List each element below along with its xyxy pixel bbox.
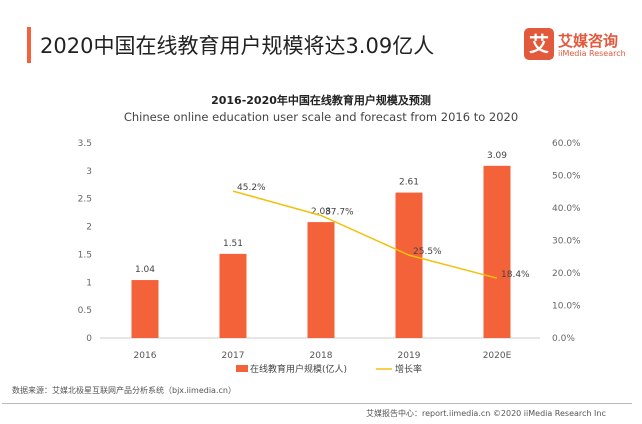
chart-title: 2016-2020年中国在线教育用户规模及预测: [211, 94, 431, 107]
left-tick-label: 0: [86, 334, 92, 344]
right-tick-label: 30.0%: [552, 237, 581, 247]
x-tick-label: 2020E: [483, 351, 512, 361]
line-data-label: 25.5%: [413, 247, 442, 257]
logo-text-cn: 艾媒咨询: [558, 32, 619, 50]
line-data-label: 45.2%: [237, 183, 266, 193]
right-tick-label: 20.0%: [552, 269, 581, 279]
bar-data-label: 1.51: [223, 239, 243, 249]
bar-data-label: 2.61: [399, 178, 419, 188]
left-tick-label: 0.5: [78, 306, 92, 316]
bar: [219, 253, 247, 338]
left-tick-label: 1: [86, 278, 92, 288]
footer: 艾媒报告中心：report.iimedia.cn ©2020 iiMedia R…: [366, 409, 606, 418]
right-tick-label: 10.0%: [552, 302, 581, 312]
page-title: 2020中国在线教育用户规模将达3.09亿人: [40, 34, 435, 58]
right-tick-label: 50.0%: [552, 172, 581, 182]
bar: [307, 222, 335, 338]
logo-icon: 艾: [524, 28, 554, 60]
x-tick-label: 2019: [398, 351, 421, 361]
data-source: 数据来源：艾媒北极星互联网产品分析系统（bjx.iimedia.cn）: [12, 386, 236, 395]
divider: [2, 403, 632, 404]
x-tick-label: 2018: [310, 351, 333, 361]
bar: [131, 280, 159, 338]
logo-text-en: iiMedia Research: [558, 49, 626, 58]
bar: [395, 192, 423, 338]
legend-bar-swatch: [236, 365, 248, 372]
left-tick-label: 2: [86, 223, 92, 233]
left-tick-label: 3: [86, 167, 92, 177]
right-tick-label: 0.0%: [552, 334, 575, 344]
line-data-label: 18.4%: [501, 270, 530, 280]
bar-data-label: 1.04: [135, 265, 155, 275]
left-tick-label: 1.5: [78, 250, 92, 260]
growth-line: [232, 190, 498, 279]
x-tick-label: 2017: [222, 351, 245, 361]
legend-bar-label: 在线教育用户规模(亿人): [250, 363, 347, 375]
bar: [483, 165, 511, 338]
x-tick-label: 2016: [134, 351, 157, 361]
chart-subtitle: Chinese online education user scale and …: [123, 110, 519, 124]
right-tick-label: 40.0%: [552, 204, 581, 214]
bar-data-label: 3.09: [487, 151, 507, 161]
line-data-label: 37.7%: [325, 207, 354, 217]
legend-line-label: 增长率: [395, 363, 422, 375]
title-accent-bar: [27, 27, 31, 63]
bar-data-label: 2.08: [311, 207, 331, 217]
left-tick-label: 3.5: [78, 139, 92, 149]
right-tick-label: 60.0%: [552, 139, 581, 149]
left-tick-label: 2.5: [78, 195, 92, 205]
